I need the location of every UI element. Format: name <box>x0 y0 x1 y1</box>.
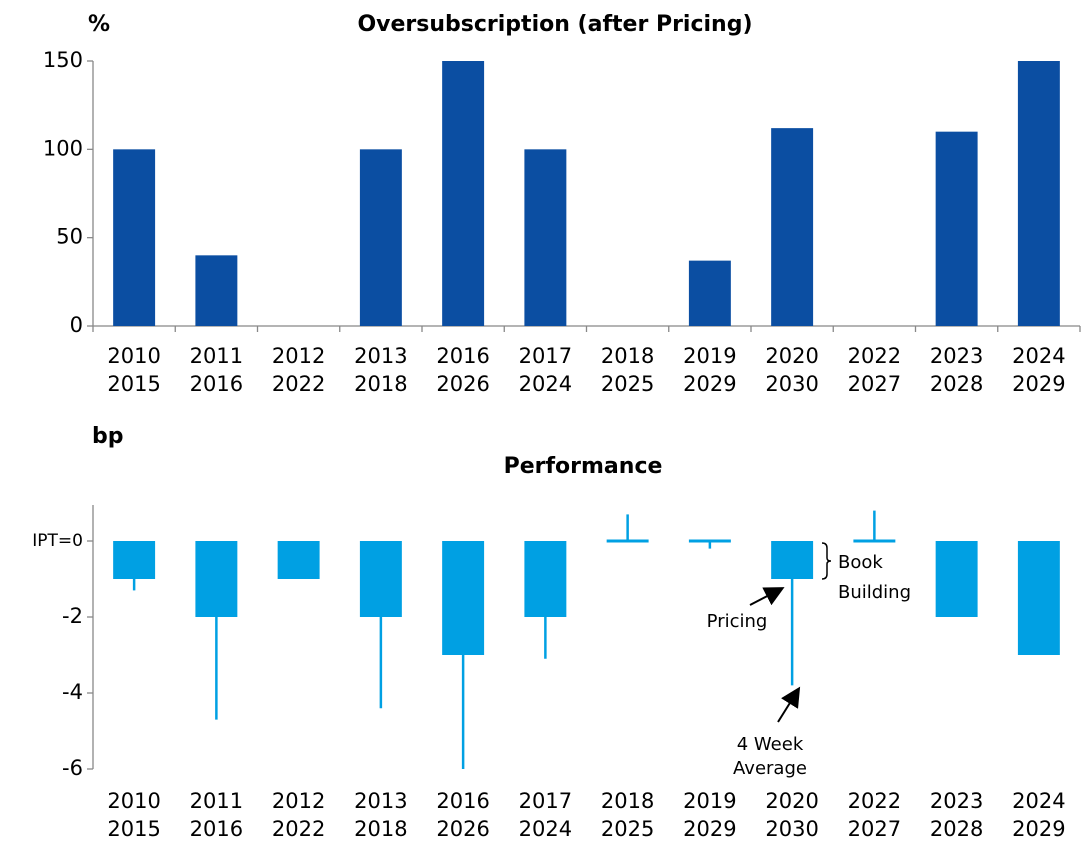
x-tick-label: 2012 <box>272 789 325 813</box>
x-tick-label: 2017 <box>519 789 572 813</box>
x-tick-label: 2018 <box>354 817 407 841</box>
x-tick-label: 2015 <box>107 372 160 396</box>
y-tick-label: -6 <box>62 756 83 780</box>
bar <box>1017 541 1060 655</box>
bar <box>359 149 402 326</box>
bar <box>935 131 978 326</box>
annotation: Average <box>733 758 807 779</box>
y-tick-label: -2 <box>62 604 83 628</box>
annotation: Building <box>838 582 911 603</box>
x-tick-label: 2024 <box>519 817 572 841</box>
brace <box>821 542 832 580</box>
arrow <box>777 686 801 723</box>
x-tick-label: 2013 <box>354 344 407 368</box>
x-tick-label: 2022 <box>272 372 325 396</box>
x-tick-label: 2028 <box>930 817 983 841</box>
x-tick-label: 2029 <box>683 372 736 396</box>
x-tick-label: 2017 <box>519 344 572 368</box>
y-tick-label: IPT=0 <box>32 531 83 551</box>
bar <box>771 541 814 579</box>
x-tick-label: 2025 <box>601 817 654 841</box>
x-tick-label: 2019 <box>683 789 736 813</box>
bar <box>853 539 896 543</box>
x-tick-label: 2013 <box>354 789 407 813</box>
y-tick-label: -4 <box>62 680 83 704</box>
y-tick-label: 50 <box>56 225 83 249</box>
bar <box>195 541 238 617</box>
bar <box>688 260 731 326</box>
bar <box>606 539 649 543</box>
x-tick-label: 2010 <box>107 344 160 368</box>
arrow <box>749 587 785 606</box>
x-tick-label: 2020 <box>765 789 818 813</box>
x-tick-label: 2028 <box>930 372 983 396</box>
x-tick-label: 2016 <box>436 344 489 368</box>
x-tick-label: 2010 <box>107 789 160 813</box>
x-tick-label: 2015 <box>107 817 160 841</box>
x-tick-label: 2022 <box>272 817 325 841</box>
x-tick-label: 2029 <box>1012 817 1065 841</box>
bar <box>442 541 485 655</box>
x-tick-label: 2027 <box>848 817 901 841</box>
x-tick-label: 2011 <box>190 344 243 368</box>
x-tick-label: 2012 <box>272 344 325 368</box>
x-tick-label: 2022 <box>848 789 901 813</box>
unit-label: bp <box>92 424 124 449</box>
y-tick-label: 150 <box>43 48 83 72</box>
bar <box>524 149 567 326</box>
x-tick-label: 2029 <box>683 817 736 841</box>
x-tick-label: 2016 <box>190 372 243 396</box>
x-tick-label: 2018 <box>601 789 654 813</box>
bar <box>935 541 978 617</box>
bar <box>771 128 814 326</box>
x-tick-label: 2016 <box>436 789 489 813</box>
annotation: 4 Week <box>737 734 804 755</box>
x-tick-label: 2020 <box>765 344 818 368</box>
annotation: Pricing <box>707 611 768 632</box>
y-tick-label: 0 <box>70 313 83 337</box>
bar <box>359 541 402 617</box>
x-tick-label: 2022 <box>848 344 901 368</box>
x-tick-label: 2030 <box>765 372 818 396</box>
x-tick-label: 2025 <box>601 372 654 396</box>
x-tick-label: 2016 <box>190 817 243 841</box>
x-tick-label: 2023 <box>930 789 983 813</box>
chart-title: Performance <box>504 454 663 479</box>
bar <box>442 61 485 326</box>
x-tick-label: 2026 <box>436 372 489 396</box>
x-tick-label: 2024 <box>519 372 572 396</box>
annotation: Book <box>838 552 883 573</box>
bar <box>524 541 567 617</box>
x-tick-label: 2024 <box>1012 344 1065 368</box>
x-tick-label: 2027 <box>848 372 901 396</box>
x-tick-label: 2018 <box>601 344 654 368</box>
x-tick-label: 2019 <box>683 344 736 368</box>
y-tick-label: 100 <box>43 136 83 160</box>
x-tick-label: 2030 <box>765 817 818 841</box>
bar <box>277 541 320 579</box>
x-tick-label: 2026 <box>436 817 489 841</box>
bar <box>195 255 238 326</box>
bar <box>113 541 156 579</box>
x-tick-label: 2011 <box>190 789 243 813</box>
x-tick-label: 2018 <box>354 372 407 396</box>
x-tick-label: 2029 <box>1012 372 1065 396</box>
chart-title: Oversubscription (after Pricing) <box>357 12 752 37</box>
x-tick-label: 2023 <box>930 344 983 368</box>
unit-label: % <box>88 12 110 37</box>
x-tick-label: 2024 <box>1012 789 1065 813</box>
bar <box>1017 61 1060 326</box>
bar <box>688 539 731 543</box>
bar <box>113 149 156 326</box>
